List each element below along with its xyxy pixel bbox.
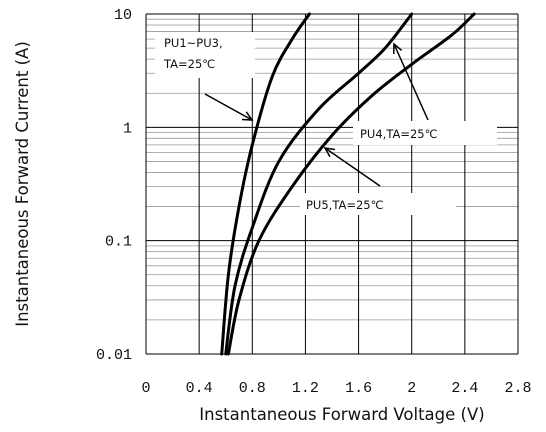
tick-labels: 0 0.4 0.8 1.2 1.6 2 2.4 2.8 10 1 0.1 0.01 (96, 7, 532, 397)
annotation-arrow-pu1-pu3-head (241, 111, 254, 121)
annotation-arrow-pu1-pu3 (204, 93, 253, 121)
x-tick-label: 1.2 (292, 380, 319, 397)
annotation-arrow-pu4 (393, 43, 429, 121)
annotation-arrow-pu4-head (392, 42, 403, 55)
annotation-pu1-pu3-line2: TA=25℃ (163, 57, 215, 71)
x-tick-label: 2.8 (504, 380, 531, 397)
series-line-2 (224, 12, 414, 356)
x-tick-label: 2 (407, 380, 416, 397)
y-tick-label: 0.01 (96, 347, 132, 364)
y-tick-label: 0.1 (105, 234, 132, 251)
x-tick-label: 0 (141, 380, 150, 397)
annotation-pu4-text: PU4,TA=25℃ (360, 127, 438, 141)
x-tick-label: 2.4 (451, 380, 478, 397)
annotation-pu4: PU4,TA=25℃ (353, 121, 497, 145)
annotation-arrows (204, 42, 429, 187)
annotation-arrow-pu5 (324, 147, 381, 187)
annotation-pu1-pu3-line1: PU1~PU3, (164, 36, 223, 50)
series-lines (220, 12, 476, 356)
annotation-pu5: PU5,TA=25℃ (300, 193, 456, 215)
x-tick-label: 1.6 (345, 380, 372, 397)
y-tick-label: 10 (114, 7, 132, 24)
y-tick-label: 1 (123, 120, 132, 137)
x-axis-title: Instantaneous Forward Voltage (V) (199, 405, 484, 424)
x-tick-label: 0.4 (186, 380, 213, 397)
series-line-1 (220, 12, 311, 356)
annotation-pu1-pu3: PU1~PU3, TA=25℃ (155, 32, 255, 78)
y-axis-title: Instantaneous Forward Current (A) (13, 41, 32, 327)
x-tick-label: 0.8 (239, 380, 266, 397)
annotation-arrow-pu5-head (323, 147, 335, 158)
annotations: PU1~PU3, TA=25℃ PU4,TA=25℃ PU5,TA=25℃ (155, 32, 497, 215)
annotation-pu5-text: PU5,TA=25℃ (306, 198, 384, 212)
series-line-3 (226, 12, 476, 356)
